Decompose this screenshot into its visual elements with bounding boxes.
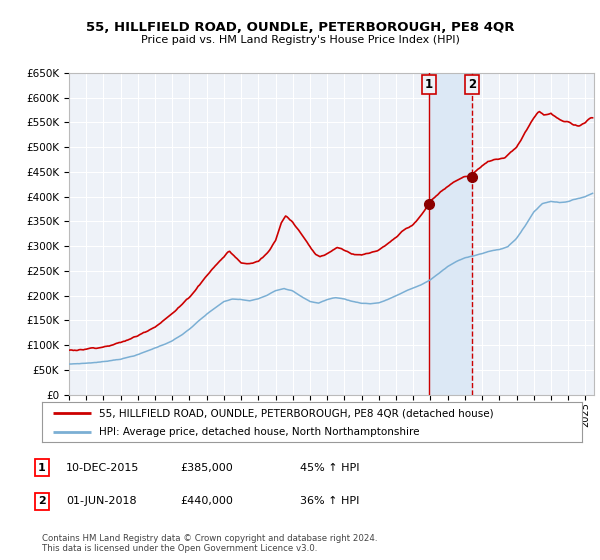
- Text: 1: 1: [425, 78, 433, 91]
- Text: 10-DEC-2015: 10-DEC-2015: [66, 463, 139, 473]
- Text: Contains HM Land Registry data © Crown copyright and database right 2024.
This d: Contains HM Land Registry data © Crown c…: [42, 534, 377, 553]
- Text: 01-JUN-2018: 01-JUN-2018: [66, 496, 137, 506]
- Text: £385,000: £385,000: [180, 463, 233, 473]
- Text: 1: 1: [38, 463, 46, 473]
- Text: 55, HILLFIELD ROAD, OUNDLE, PETERBOROUGH, PE8 4QR (detached house): 55, HILLFIELD ROAD, OUNDLE, PETERBOROUGH…: [98, 408, 493, 418]
- Text: 45% ↑ HPI: 45% ↑ HPI: [300, 463, 359, 473]
- Text: 2: 2: [468, 78, 476, 91]
- Text: £440,000: £440,000: [180, 496, 233, 506]
- Text: 2: 2: [38, 496, 46, 506]
- Bar: [429, 73, 472, 395]
- Text: HPI: Average price, detached house, North Northamptonshire: HPI: Average price, detached house, Nort…: [98, 427, 419, 437]
- Text: 55, HILLFIELD ROAD, OUNDLE, PETERBOROUGH, PE8 4QR: 55, HILLFIELD ROAD, OUNDLE, PETERBOROUGH…: [86, 21, 514, 34]
- Text: Price paid vs. HM Land Registry's House Price Index (HPI): Price paid vs. HM Land Registry's House …: [140, 35, 460, 45]
- Text: 36% ↑ HPI: 36% ↑ HPI: [300, 496, 359, 506]
